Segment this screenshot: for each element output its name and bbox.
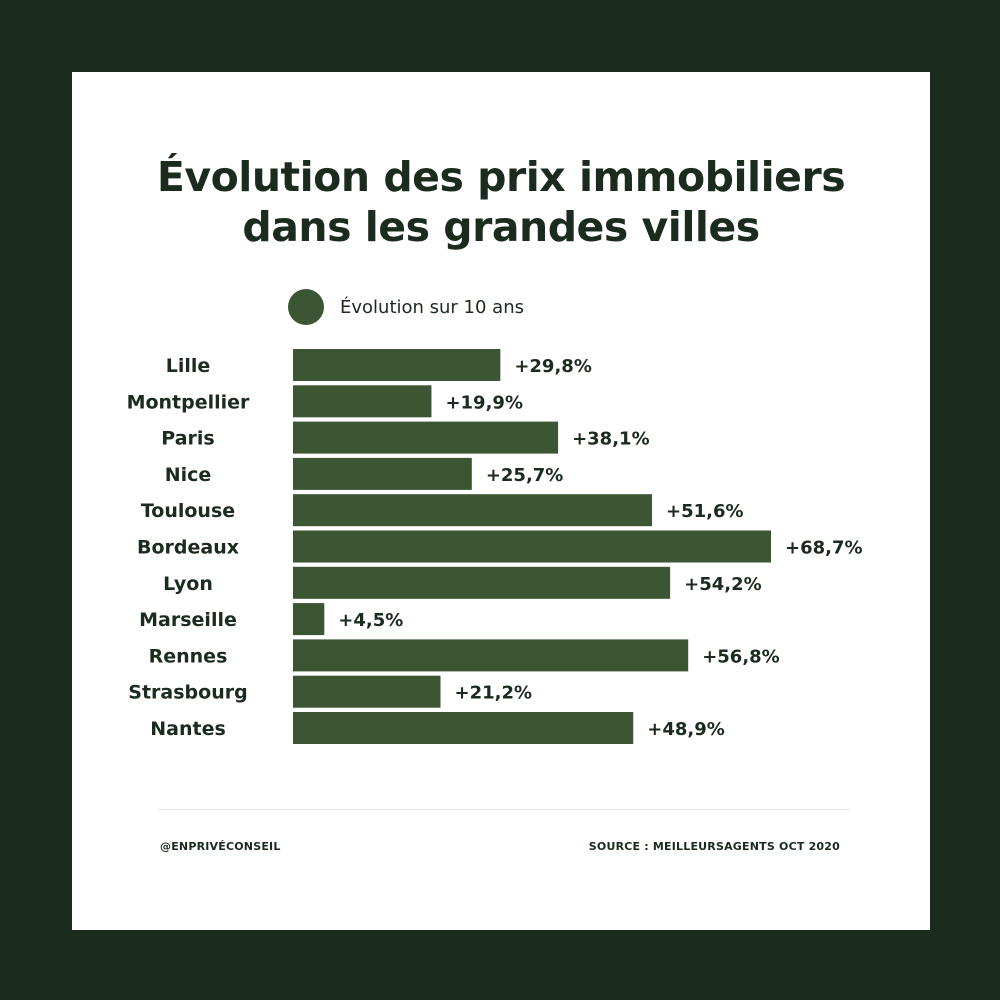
bar	[293, 457, 472, 490]
footer-handle: @ENPRIVÉCONSEIL	[160, 840, 281, 853]
infographic-card: Évolution des prix immobiliers dans les …	[72, 72, 930, 930]
footer-divider	[158, 809, 850, 810]
bar	[293, 675, 441, 708]
category-label: Nantes	[150, 718, 226, 740]
bar	[293, 349, 501, 381]
bar	[293, 639, 689, 672]
bar-value-label: +48,9%	[647, 719, 725, 740]
bar	[293, 385, 432, 418]
bar	[293, 712, 634, 744]
bar-value-label: +68,7%	[785, 538, 863, 559]
category-label: Nice	[165, 464, 212, 486]
category-label: Marseille	[139, 609, 237, 631]
bar-value-label: +19,9%	[445, 392, 523, 413]
legend-swatch-icon	[288, 289, 324, 325]
chart-title-line-1: Évolution des prix immobiliers	[156, 153, 846, 201]
bar-value-label: +56,8%	[702, 646, 780, 667]
category-label: Bordeaux	[137, 537, 239, 559]
bar	[293, 566, 671, 599]
category-label: Montpellier	[127, 391, 250, 413]
category-label: Paris	[161, 428, 214, 450]
chart-title: Évolution des prix immobiliers dans les …	[72, 152, 930, 252]
bar	[293, 603, 325, 636]
category-label: Strasbourg	[128, 682, 247, 704]
bar-value-label: +25,7%	[486, 465, 564, 486]
bar-value-label: +21,2%	[455, 683, 533, 704]
bar-value-label: +38,1%	[572, 429, 650, 450]
footer-source: SOURCE : MEILLEURSAGENTS OCT 2020	[588, 840, 840, 853]
bar	[293, 494, 653, 527]
bar-value-label: +4,5%	[338, 610, 403, 631]
bar-chart: Lille +29,8% Montpellier +19,9% Paris +38,1% N…	[127, 349, 863, 744]
chart-legend: Évolution sur 10 ans	[288, 288, 524, 326]
bar	[293, 421, 559, 454]
bar-value-label: +29,8%	[514, 356, 592, 377]
bar-value-label: +54,2%	[684, 574, 762, 595]
bar	[293, 530, 771, 563]
category-label: Toulouse	[141, 500, 235, 522]
category-label: Lyon	[163, 573, 213, 595]
category-label: Rennes	[149, 645, 228, 667]
chart-title-line-2: dans les grandes villes	[242, 203, 760, 251]
legend-label: Évolution sur 10 ans	[340, 296, 524, 318]
bar-value-label: +51,6%	[666, 501, 744, 522]
category-label: Lille	[166, 355, 211, 377]
